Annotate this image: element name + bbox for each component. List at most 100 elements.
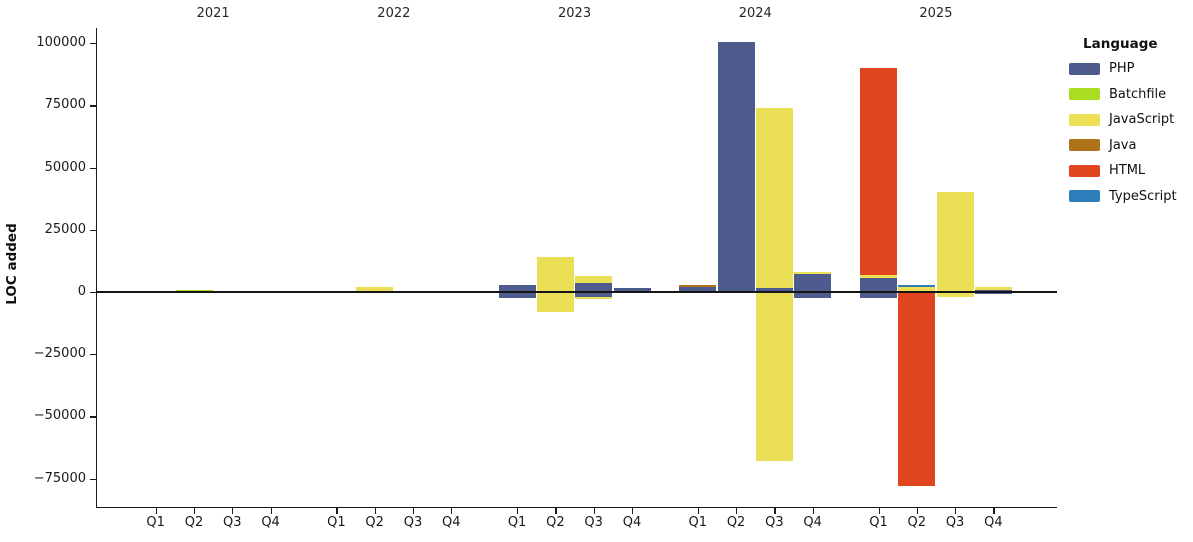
x-tick-label: Q2 [184, 515, 204, 530]
legend-swatch-icon [1069, 88, 1100, 100]
x-tick [916, 508, 918, 514]
y-tick [90, 292, 96, 294]
bar-php-2024-Q4 [794, 274, 832, 299]
legend-label: HTML [1109, 163, 1146, 178]
y-tick-label: −25000 [33, 346, 86, 362]
bar-html-2025-Q1 [860, 68, 897, 292]
zero-line [96, 291, 1057, 293]
bar-php-2024-Q2 [717, 41, 755, 293]
bar-javascript-2024-Q3 [755, 107, 793, 462]
legend-item-php: PHP [1069, 60, 1191, 77]
y-tick [90, 43, 96, 45]
x-tick [451, 508, 453, 514]
x-tick-label: Q4 [442, 515, 461, 530]
x-tick-label: Q1 [507, 515, 527, 530]
bar-html-2025-Q2 [898, 292, 936, 487]
bar-php-2024-Q3 [755, 287, 793, 292]
legend-item-java: Java [1069, 137, 1191, 154]
legend-swatch-icon [1069, 62, 1100, 75]
y-tick-label: 75000 [44, 97, 86, 113]
y-tick [90, 167, 96, 169]
x-tick [736, 508, 738, 514]
legend-swatch-icon [1069, 113, 1100, 126]
x-tick-label: Q3 [765, 515, 784, 530]
y-tick-label: 50000 [44, 159, 86, 175]
x-tick-label: Q2 [546, 515, 565, 530]
bar-php-2023-Q3 [575, 282, 613, 297]
x-tick-label: Q1 [688, 515, 708, 530]
x-tick [993, 508, 995, 514]
bar-javascript-2022-Q2 [356, 287, 394, 292]
legend-swatch-icon [1069, 190, 1100, 202]
legend-swatch-icon [1069, 139, 1100, 151]
y-tick [90, 478, 96, 480]
y-tick-label: 100000 [36, 35, 86, 51]
y-tick [90, 105, 96, 107]
y-tick-label: 25000 [44, 221, 86, 237]
bar-php-2024-Q1 [679, 286, 717, 294]
legend-item-html: HTML [1069, 162, 1191, 179]
x-tick [697, 508, 699, 514]
x-tick [955, 508, 957, 514]
x-tick-label: Q3 [223, 515, 242, 530]
x-tick-label: Q2 [907, 515, 927, 530]
year-label: 2022 [377, 6, 411, 21]
bar-javascript-2025-Q3 [936, 192, 974, 297]
x-tick-label: Q1 [327, 515, 346, 530]
legend-label: Batchfile [1109, 86, 1167, 102]
x-tick [374, 508, 376, 514]
x-tick [336, 508, 338, 514]
bar-batchfile-2021-Q2 [175, 289, 213, 292]
x-tick [774, 508, 776, 514]
x-tick [878, 508, 880, 514]
x-axis-line [96, 507, 1057, 509]
x-tick [270, 508, 272, 514]
legend-item-batchfile: Batchfile [1069, 86, 1191, 103]
legend-swatch-icon [1069, 164, 1100, 177]
x-tick-label: Q3 [945, 515, 965, 530]
x-tick-label: Q1 [146, 515, 165, 530]
legend-label: JavaScript [1109, 112, 1175, 127]
x-tick-label: Q3 [403, 515, 423, 530]
x-tick-label: Q4 [622, 515, 642, 530]
x-tick-label: Q2 [726, 515, 746, 530]
x-tick [413, 508, 415, 514]
x-tick [555, 508, 557, 514]
bar-php-2025-Q1 [860, 278, 897, 299]
legend-label: TypeScript [1109, 188, 1177, 204]
year-label: 2024 [738, 6, 772, 21]
legend-title: Language [1083, 36, 1158, 52]
y-axis-line [96, 28, 98, 507]
x-tick [632, 508, 634, 514]
x-tick-label: Q4 [803, 515, 822, 530]
y-tick [90, 416, 96, 418]
year-label: 2023 [558, 6, 592, 21]
y-axis-title: LOC added [4, 223, 20, 305]
y-tick-label: 0 [77, 284, 86, 299]
y-tick [90, 354, 96, 356]
legend-item-javascript: JavaScript [1069, 111, 1191, 128]
legend-label: Java [1109, 137, 1137, 153]
bar-javascript-2025-Q2 [898, 287, 936, 292]
bar-php-2023-Q4 [613, 287, 651, 294]
x-tick [232, 508, 234, 514]
y-tick [90, 229, 96, 231]
x-tick [812, 508, 814, 514]
x-tick [593, 508, 595, 514]
x-tick-label: Q1 [869, 515, 888, 530]
legend-items: PHP Batchfile JavaScript Java HTML TypeScript [1069, 60, 1191, 205]
y-tick-label: −50000 [33, 408, 86, 424]
year-label: 2021 [196, 6, 230, 21]
legend-item-typescript: TypeScript [1069, 188, 1191, 205]
x-tick-label: Q4 [984, 515, 1003, 530]
x-tick-label: Q4 [261, 515, 280, 530]
x-tick [517, 508, 519, 514]
bar-javascript-2025-Q4 [974, 287, 1012, 292]
bar-php-2023-Q1 [498, 284, 536, 298]
legend-label: PHP [1109, 61, 1135, 76]
bar-javascript-2023-Q2 [536, 257, 574, 312]
x-tick-label: Q3 [584, 515, 603, 530]
x-tick [194, 508, 196, 514]
y-tick-label: −75000 [33, 470, 86, 486]
